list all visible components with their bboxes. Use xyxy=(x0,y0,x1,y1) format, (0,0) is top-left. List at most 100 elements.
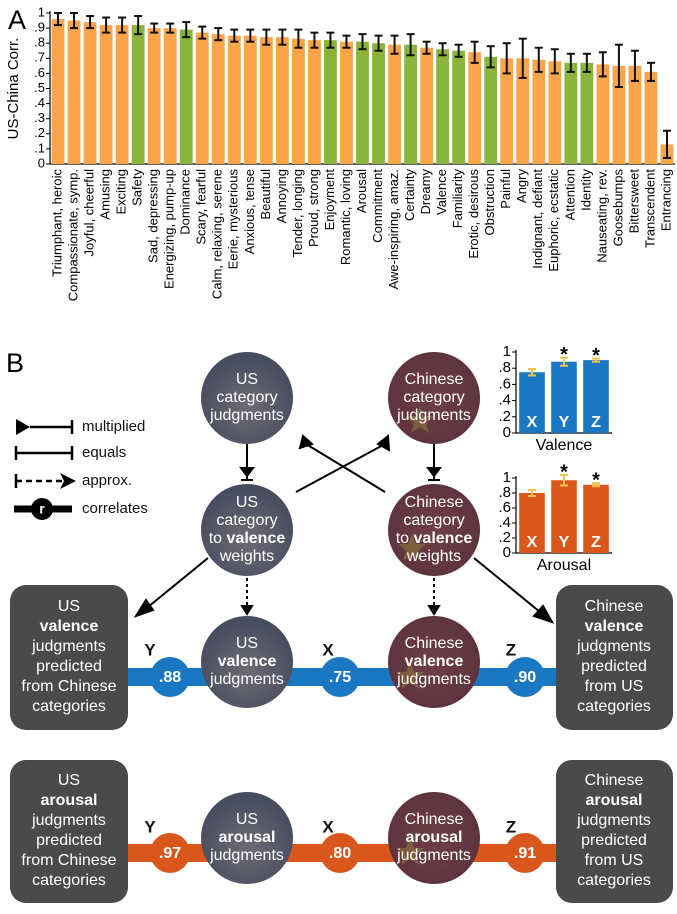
correlation-label: .75 xyxy=(329,669,351,686)
comparison-letter: Z xyxy=(506,640,516,659)
x-tick-label: Safety xyxy=(130,169,145,206)
y-tick-label: .8 xyxy=(498,484,511,501)
correlation-label: .91 xyxy=(514,845,536,862)
y-tick-label: .2 xyxy=(34,125,45,140)
bar xyxy=(51,19,65,165)
bar xyxy=(388,44,401,164)
x-tick-label: Indignant, defiant xyxy=(530,169,545,269)
y-tick-label: 1 xyxy=(503,343,511,360)
correlation-label: .97 xyxy=(159,845,181,862)
node-text: judgments xyxy=(209,407,284,424)
legend xyxy=(14,419,76,520)
bar xyxy=(195,32,209,164)
box-text: judgments xyxy=(576,812,651,829)
node: Chinese arousal judgments xyxy=(388,792,480,884)
bar xyxy=(644,71,658,164)
box-text: judgments xyxy=(31,812,106,829)
y-tick-label: 1 xyxy=(503,469,511,486)
bar xyxy=(580,62,594,164)
bar xyxy=(356,41,369,164)
bar xyxy=(564,62,578,164)
x-tick-label: Obstruction xyxy=(482,169,497,235)
comparison-letter: X xyxy=(322,640,334,659)
bar xyxy=(500,58,514,164)
x-tick-label: Exciting xyxy=(114,169,129,215)
x-tick-label: Nauseating, rev. xyxy=(594,169,609,263)
x-tick-label: Scary, fearful xyxy=(194,169,209,245)
legend-label: equals xyxy=(82,444,126,461)
x-tick-label: Attention xyxy=(562,169,577,220)
x-tick-label: Entrancing xyxy=(658,169,673,231)
bar xyxy=(583,360,609,433)
bar xyxy=(452,50,466,164)
annotation: * xyxy=(560,344,568,366)
bar xyxy=(551,361,577,433)
panel-label: A xyxy=(8,5,26,35)
annotation: * xyxy=(592,345,600,367)
y-tick-label: .6 xyxy=(34,65,45,80)
bar xyxy=(484,56,498,164)
node: US valence judgments xyxy=(201,616,293,708)
bar xyxy=(548,61,562,164)
x-tick-label: Goosebumps xyxy=(610,169,625,247)
bar xyxy=(83,22,97,165)
node-text: judgments xyxy=(209,847,284,864)
bar xyxy=(115,25,129,164)
x-tick-label: Angry xyxy=(514,169,529,203)
legend-label: correlates xyxy=(82,500,148,517)
box: Chinese arousal judgments predicted from… xyxy=(556,760,673,903)
x-tick-label: Energizing, pump-up xyxy=(162,169,177,289)
x-tick-label: Tender, longing xyxy=(290,169,305,257)
y-tick-label: .1 xyxy=(34,140,45,155)
y-tick-label: .8 xyxy=(498,359,511,376)
x-tick-label: Annoying xyxy=(274,169,289,223)
bar xyxy=(551,480,577,553)
bar-label: X xyxy=(527,534,538,551)
node-text: valence xyxy=(414,530,473,547)
node-text: judgments xyxy=(396,847,471,864)
bar xyxy=(583,484,609,553)
bar xyxy=(163,28,177,164)
x-tick-label: Compassionate, symp. xyxy=(65,169,80,301)
box-text: valence xyxy=(40,618,99,635)
y-tick-label: .8 xyxy=(34,35,45,50)
node: Chinese category judgments xyxy=(388,352,480,444)
node-text: Chinese xyxy=(405,635,464,652)
box-text: valence xyxy=(585,618,644,635)
box-text: categories xyxy=(577,872,651,889)
y-axis-label: US-China Corr. xyxy=(5,38,22,140)
bar xyxy=(372,43,385,165)
node: US category judgments xyxy=(201,352,293,444)
x-tick-label: Erotic, desirous xyxy=(466,169,481,259)
x-tick-label: Certainty xyxy=(402,169,417,222)
bar xyxy=(628,65,642,164)
x-tick-label: Euphoric, ecstatic xyxy=(546,169,561,272)
bar xyxy=(211,34,225,164)
box-text: Chinese xyxy=(585,772,644,789)
node-text: Chinese xyxy=(405,494,464,511)
bar xyxy=(436,49,450,164)
node-text: judgments xyxy=(209,671,284,688)
y-tick-label: .5 xyxy=(34,80,45,95)
x-tick-label: Painful xyxy=(498,169,513,209)
box-text: predicted xyxy=(36,832,102,849)
node-text: Chinese xyxy=(405,371,464,388)
bar xyxy=(612,65,626,164)
x-tick-label: Enjoyment xyxy=(322,169,337,231)
box-text: US xyxy=(58,598,80,615)
bar xyxy=(596,64,610,164)
box-text: arousal xyxy=(586,792,643,809)
y-tick-label: .3 xyxy=(34,110,45,125)
node-text: Chinese xyxy=(405,811,464,828)
bar xyxy=(99,25,113,164)
comparison-letter: Y xyxy=(144,640,156,659)
correlation-label: .88 xyxy=(159,669,181,686)
y-tick-label: 1 xyxy=(38,4,45,19)
node-text: valence xyxy=(227,530,286,547)
box-text: from US xyxy=(585,852,644,869)
comparison-letter: Y xyxy=(144,817,156,836)
bar xyxy=(147,28,161,164)
node-text: category xyxy=(403,512,464,529)
bar xyxy=(324,40,337,164)
